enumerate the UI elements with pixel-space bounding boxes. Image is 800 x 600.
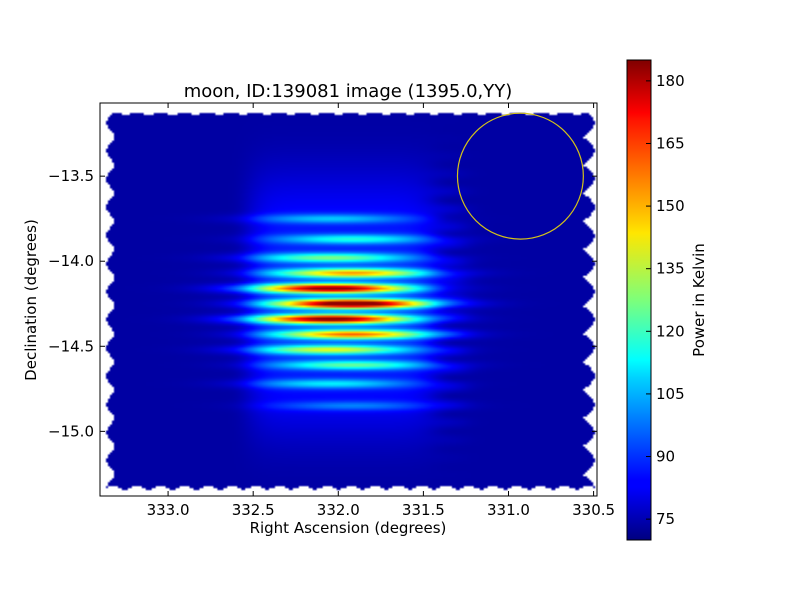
x-tick-label: 332.5 xyxy=(232,501,275,519)
x-tick-label: 331.5 xyxy=(402,501,445,519)
colorbar-tick-label: 150 xyxy=(656,197,685,215)
reference-circle xyxy=(456,112,584,240)
y-axis: −13.5 −14.0 −14.5 −15.0 xyxy=(48,167,597,440)
x-axis: 333.0 332.5 332.0 331.5 331.0 330.5 xyxy=(147,103,615,519)
colorbar-tick-label: 105 xyxy=(656,385,685,403)
colorbar-frame xyxy=(626,59,652,541)
y-tick-label: −14.0 xyxy=(48,252,94,270)
colorbar-tick-label: 165 xyxy=(656,134,685,152)
x-tick-label: 333.0 xyxy=(147,501,190,519)
colorbar-tick-label: 75 xyxy=(656,510,675,528)
colorbar-tick-label: 90 xyxy=(656,448,675,466)
colorbar-tick-label: 120 xyxy=(656,322,685,340)
y-tick-label: −14.5 xyxy=(48,337,94,355)
x-tick-label: 331.0 xyxy=(487,501,530,519)
y-tick-label: −15.0 xyxy=(48,422,94,440)
colorbar xyxy=(627,60,651,540)
chart-title: moon, ID:139081 image (1395.0,YY) xyxy=(184,81,513,102)
y-tick-label: −13.5 xyxy=(48,167,94,185)
x-axis-label: Right Ascension (degrees) xyxy=(250,519,447,537)
x-tick-label: 332.0 xyxy=(317,501,360,519)
y-axis-label: Declination (degrees) xyxy=(22,219,40,381)
colorbar-tick-label: 135 xyxy=(656,260,685,278)
plot-frame xyxy=(99,102,598,497)
x-tick-label: 330.5 xyxy=(572,501,615,519)
colorbar-label: Power in Kelvin xyxy=(690,243,708,357)
heatmap-image xyxy=(100,103,597,496)
colorbar-ticks: 75 90 105 120 135 150 165 180 xyxy=(646,72,685,528)
colorbar-tick-label: 180 xyxy=(656,72,685,90)
